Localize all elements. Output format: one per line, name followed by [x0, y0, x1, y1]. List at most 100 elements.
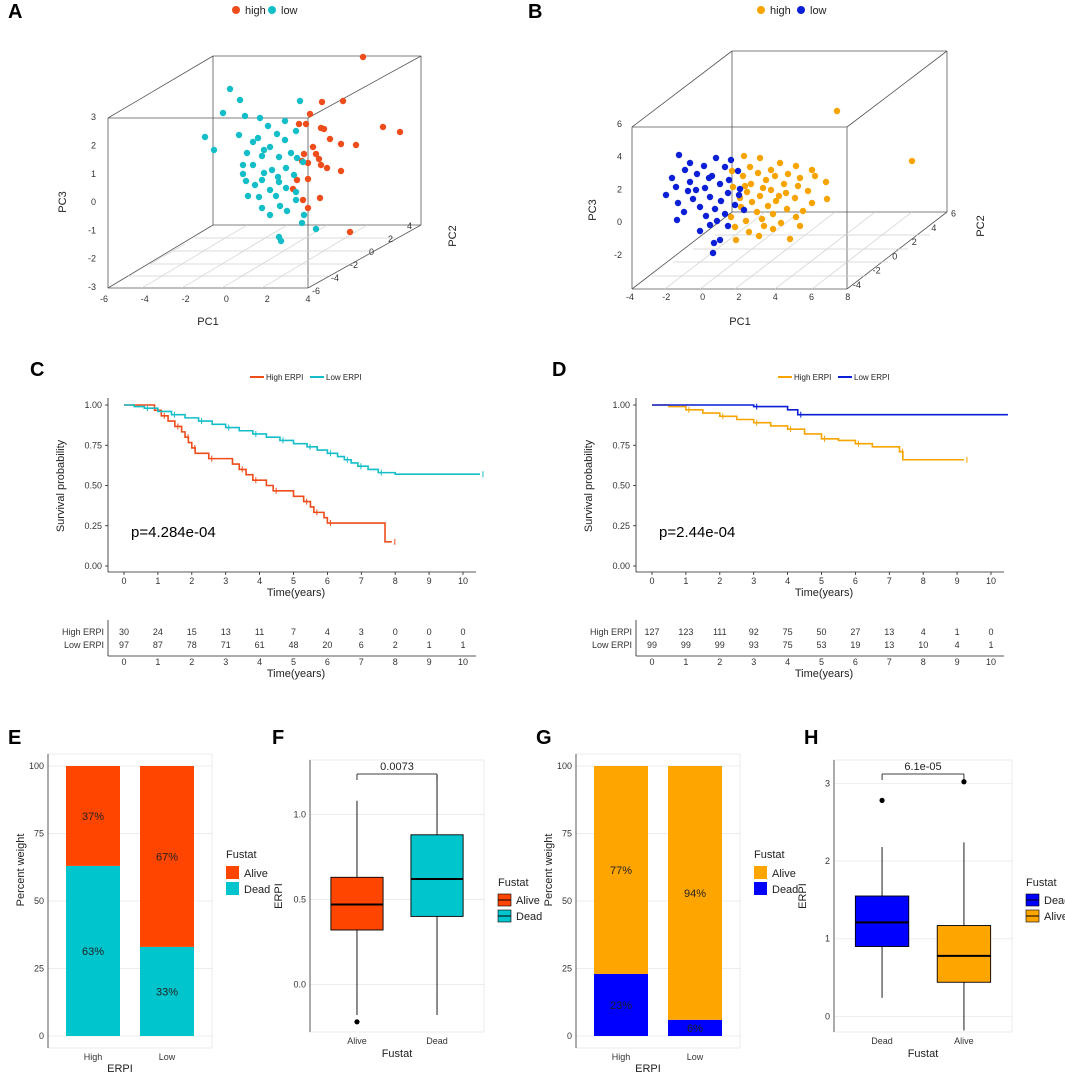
- point-high: [796, 222, 804, 230]
- point-high: [760, 222, 768, 230]
- x-tick-label: 4: [305, 294, 310, 304]
- x-tick-label: High: [612, 1052, 631, 1062]
- survival-curve-Low ERPI: [124, 404, 480, 476]
- risk-count: 1: [988, 640, 993, 650]
- bar-label: 6%: [687, 1023, 703, 1035]
- x-tick-label: 4: [257, 576, 262, 586]
- point-high: [304, 204, 312, 212]
- floor-grid-line: [774, 211, 876, 290]
- risk-count: 15: [187, 627, 197, 637]
- risk-count: 1: [955, 627, 960, 637]
- cube-edge: [631, 50, 733, 128]
- x-tick-label: 0: [224, 294, 229, 304]
- point-high: [729, 183, 737, 191]
- box-panel-H: 0 1 2 3 Dead Alive 6.1e-05 Fustat ERPI Fustat Dead…: [797, 759, 1065, 1060]
- risk-count: 127: [644, 627, 659, 637]
- point-low: [201, 133, 209, 141]
- risk-count: 6: [359, 640, 364, 650]
- legend-label-High ERPI: High ERPI: [794, 373, 831, 382]
- bar-label: 23%: [610, 1000, 632, 1012]
- risk-x-axis-title: Time(years): [795, 668, 853, 680]
- stacked-bar-panel-E: 0 25 50 75 100 63% 37% High 33% 67% Low ERPI Percent…: [15, 753, 270, 1073]
- point-high: [791, 194, 799, 202]
- x-tick-label: -6: [100, 294, 108, 304]
- z-axis-title: PC2: [447, 225, 459, 246]
- point-high: [822, 178, 830, 186]
- risk-x-tick-label: 6: [853, 657, 858, 667]
- x-axis-title: Fustat: [382, 1048, 413, 1060]
- x-tick-label: 0: [121, 576, 126, 586]
- point-high: [792, 213, 800, 221]
- point-low: [721, 210, 729, 218]
- risk-x-tick-label: 10: [458, 657, 468, 667]
- risk-x-tick-label: 4: [257, 657, 262, 667]
- point-low: [287, 149, 295, 157]
- floor-grid-line: [811, 211, 913, 290]
- point-low: [712, 154, 720, 162]
- risk-count: 53: [816, 640, 826, 650]
- y-tick-label: 0: [617, 217, 622, 227]
- panel-label-C: C: [30, 359, 44, 381]
- pca-panel-A: high low -6 -4 -2 0 2 4 -3 -2 -1 0 1 2 3 -6 -4 -2 0 2 4 PC1 PC…: [57, 5, 459, 328]
- risk-count: 24: [153, 627, 163, 637]
- outlier-point: [354, 1019, 360, 1025]
- point-high: [769, 210, 777, 218]
- y-tick-label: 2: [91, 141, 96, 151]
- legend-title: Fustat: [1026, 877, 1057, 889]
- point-low: [716, 180, 724, 188]
- point-high: [312, 150, 320, 158]
- y-tick-label: 3: [91, 112, 96, 122]
- pca-panel-B: high low -4 -2 0 2 4 6 8 -2 0 2 4 6 -4 -2 0 2 4 6 PC1 PC3 PC2: [587, 5, 987, 328]
- x-tick-label: 1: [683, 576, 688, 586]
- floor-grid-line: [664, 211, 766, 290]
- point-low: [239, 170, 247, 178]
- risk-x-tick-label: 9: [955, 657, 960, 667]
- risk-x-tick-label: 8: [393, 657, 398, 667]
- point-low: [283, 207, 291, 215]
- point-low: [219, 109, 227, 117]
- x-tick-label: 9: [427, 576, 432, 586]
- point-high: [804, 187, 812, 195]
- point-high: [359, 53, 367, 61]
- point-high: [783, 205, 791, 213]
- survival-panel-C: High ERPI Low ERPI 0.00 0.25 0.50 0.75 1.00 0 1 2…: [55, 373, 484, 680]
- y-tick-label: 0.50: [84, 481, 102, 491]
- floor-grid-line: [261, 224, 368, 289]
- legend-label-high: high: [770, 5, 791, 17]
- y-tick-label: 25: [34, 964, 44, 974]
- point-high: [758, 215, 766, 223]
- point-low: [260, 146, 268, 154]
- point-high: [320, 125, 328, 133]
- stacked-bar-panel-G: 0 25 50 75 100 23% 77% High 6% 94% Low ERPI Percent …: [543, 753, 798, 1073]
- point-low: [292, 196, 300, 204]
- x-tick-label: Dead: [426, 1036, 448, 1046]
- floor-grid-line: [221, 224, 328, 289]
- y-tick-label: 25: [562, 964, 572, 974]
- point-low: [251, 181, 259, 189]
- y-tick-label: 0.75: [612, 440, 630, 450]
- point-low: [312, 225, 320, 233]
- y-axis-title: Survival probability: [55, 439, 67, 532]
- risk-count: 99: [647, 640, 657, 650]
- point-low: [696, 203, 704, 211]
- point-low: [249, 161, 257, 169]
- x-axis-title: PC1: [729, 316, 750, 328]
- point-high: [317, 161, 325, 169]
- point-high: [741, 182, 749, 190]
- y-tick-label: 0: [825, 1011, 830, 1021]
- legend-label-Low ERPI: Low ERPI: [854, 373, 890, 382]
- x-tick-label: Low: [687, 1052, 704, 1062]
- cube-edge: [107, 224, 214, 289]
- point-high: [784, 170, 792, 178]
- point-low: [692, 186, 700, 194]
- z-axis-title: PC2: [975, 215, 987, 236]
- point-high: [739, 172, 747, 180]
- point-high: [727, 213, 735, 221]
- risk-count: 19: [850, 640, 860, 650]
- point-low: [298, 219, 306, 227]
- y-tick-label: -3: [88, 282, 96, 292]
- bar-alive-Low: [668, 766, 722, 1020]
- y-tick-label: 50: [34, 896, 44, 906]
- y-tick-label: 0: [91, 197, 96, 207]
- point-high: [323, 164, 331, 172]
